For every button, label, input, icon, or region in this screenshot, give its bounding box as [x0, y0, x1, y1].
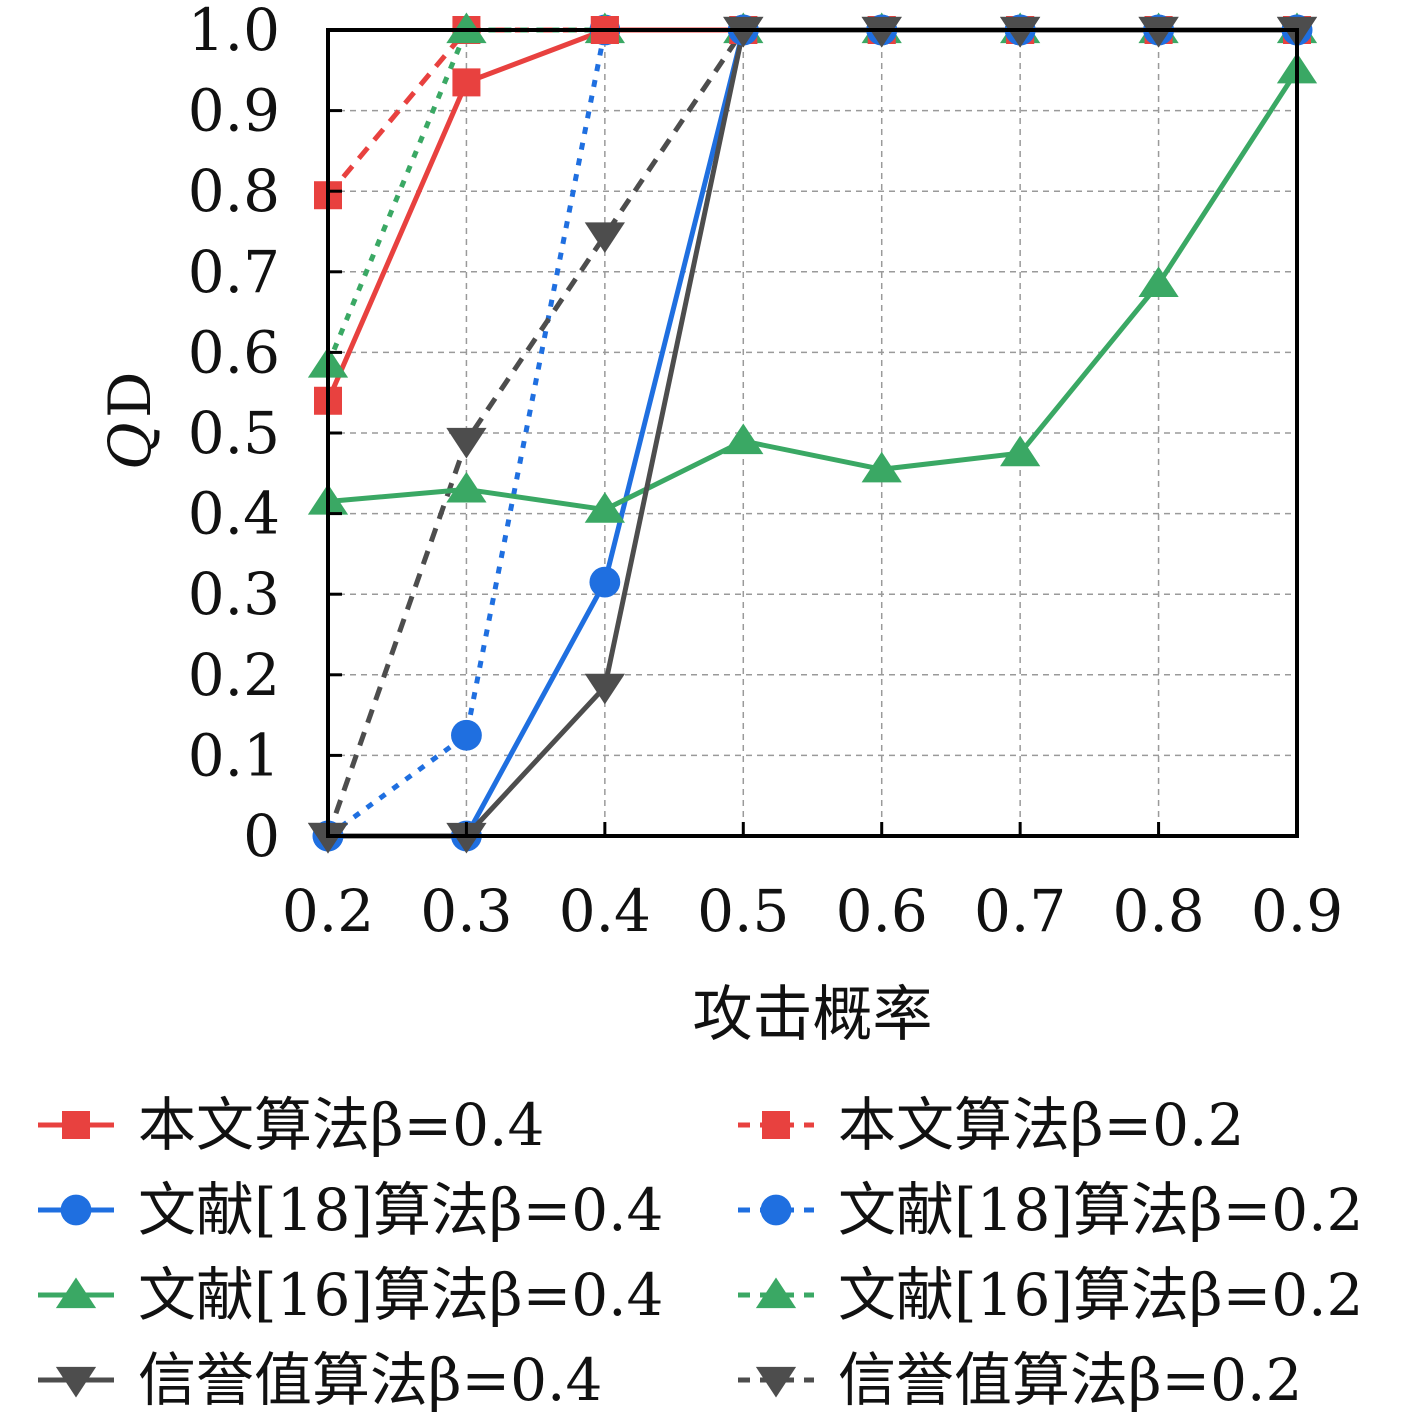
- y-tick-label: 0.8: [188, 157, 280, 225]
- series-line: [327, 68, 1300, 513]
- legend-label: 本文算法β=0.4: [138, 1091, 544, 1159]
- y-axis-label-subscript: D: [96, 371, 164, 418]
- data-point: [446, 12, 487, 44]
- data-point: [861, 16, 902, 48]
- legend-item: 文献[18]算法β=0.4: [38, 1176, 663, 1244]
- y-axis-label: Q D: [96, 371, 164, 470]
- data-point: [451, 719, 482, 751]
- data-point: [1138, 266, 1179, 298]
- y-tick-label: 0: [243, 802, 280, 870]
- y-tick-label: 0.7: [188, 238, 280, 306]
- data-point: [307, 822, 349, 854]
- x-tick-label: 0.4: [559, 877, 651, 945]
- x-axis-label: 攻击概率: [693, 980, 933, 1050]
- x-tick-label: 0.6: [836, 877, 928, 945]
- legend-marker: [755, 1366, 797, 1398]
- data-point: [446, 822, 487, 854]
- data-point: [446, 471, 487, 503]
- legend-item: 文献[16]算法β=0.4: [38, 1261, 663, 1329]
- legend-item: 文献[18]算法β=0.2: [738, 1176, 1363, 1244]
- legend-marker: [760, 1194, 792, 1226]
- legend-label: 文献[18]算法β=0.2: [838, 1176, 1363, 1244]
- x-tick-label: 0.9: [1251, 877, 1343, 945]
- data-point: [1000, 16, 1041, 48]
- legend-marker: [762, 1111, 790, 1139]
- data-point: [1138, 16, 1179, 48]
- legend-item: 本文算法β=0.4: [38, 1091, 544, 1159]
- legend-item: 信誉值算法β=0.4: [38, 1346, 602, 1414]
- data-point: [723, 16, 764, 48]
- y-tick-label: 0.2: [188, 641, 280, 709]
- x-tick-label: 0.8: [1112, 877, 1204, 945]
- data-point: [1000, 435, 1041, 467]
- y-tick-label: 0.5: [188, 399, 280, 467]
- y-tick-label: 0.6: [188, 318, 280, 386]
- y-axis-label-main: Q: [96, 422, 164, 470]
- data-point: [584, 673, 625, 705]
- data-point: [446, 427, 487, 459]
- x-tick-label: 0.7: [974, 877, 1066, 945]
- data-point: [589, 566, 621, 598]
- x-tick-label: 0.2: [282, 877, 374, 945]
- x-tick-label: 0.5: [697, 877, 789, 945]
- legend-marker: [755, 1277, 797, 1309]
- legend-item: 本文算法β=0.2: [738, 1091, 1244, 1159]
- data-point: [452, 68, 481, 97]
- y-tick-label: 1.0: [188, 0, 280, 64]
- legend-marker: [55, 1277, 97, 1309]
- legend-label: 信誉值算法β=0.2: [838, 1346, 1302, 1414]
- legend-marker: [60, 1194, 92, 1226]
- y-tick-label: 0.9: [188, 77, 280, 145]
- series-line: [326, 27, 1297, 839]
- data-point: [861, 451, 902, 483]
- y-tick-label: 0.3: [188, 560, 280, 628]
- series-line: [326, 27, 1297, 197]
- legend-marker: [55, 1366, 97, 1398]
- data-point: [723, 423, 764, 455]
- legend-label: 文献[16]算法β=0.4: [138, 1261, 663, 1329]
- legend: 本文算法β=0.4 本文算法β=0.2 文献[18]算法β=0.4 文献[18]算法β…: [38, 1091, 1363, 1414]
- legend-label: 信誉值算法β=0.4: [138, 1346, 602, 1414]
- x-tick-label: 0.3: [420, 877, 512, 945]
- data-point: [584, 222, 625, 254]
- data-point: [584, 492, 625, 523]
- y-tick-label: 0.4: [188, 480, 280, 548]
- legend-label: 文献[16]算法β=0.2: [838, 1261, 1363, 1329]
- legend-marker: [62, 1111, 90, 1139]
- y-axis-ticks: 0 0.1 0.2 0.3 0.4 0.5 0.6 0.7 0.8 0.9 1.0: [188, 0, 342, 870]
- legend-label: 文献[18]算法β=0.4: [138, 1176, 663, 1244]
- legend-item: 文献[16]算法β=0.2: [738, 1261, 1363, 1329]
- y-tick-label: 0.1: [188, 721, 280, 789]
- legend-item: 信誉值算法β=0.2: [738, 1346, 1302, 1414]
- x-axis-ticks: 0.2 0.3 0.4 0.5 0.6 0.7 0.8 0.9: [282, 822, 1343, 945]
- legend-label: 本文算法β=0.2: [838, 1091, 1244, 1159]
